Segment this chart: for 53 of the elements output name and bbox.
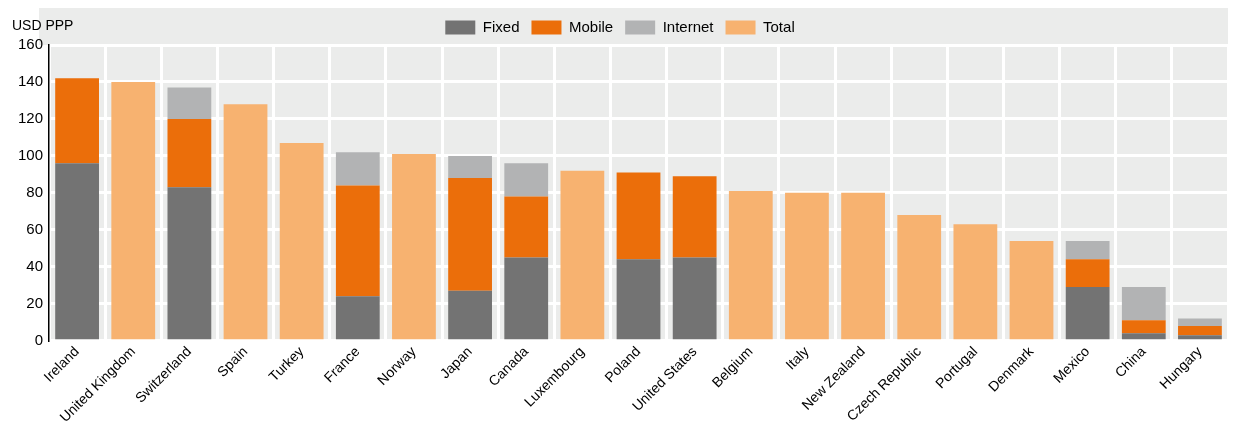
bar — [616, 259, 661, 340]
bar — [560, 170, 605, 340]
bar — [672, 176, 717, 258]
y-axis-title: USD PPP — [12, 16, 74, 33]
bar — [785, 192, 829, 340]
y-tick-label: 0 — [34, 330, 44, 348]
bar — [1178, 318, 1222, 326]
bar — [1065, 240, 1110, 260]
y-tick-label: 80 — [26, 182, 44, 200]
bar — [1065, 287, 1110, 340]
bar — [223, 104, 268, 340]
bar — [55, 78, 99, 164]
y-tick-label: 20 — [26, 293, 44, 311]
bar — [111, 81, 156, 340]
bar — [504, 163, 549, 197]
bar — [672, 257, 717, 340]
bar — [335, 152, 380, 186]
bar — [392, 154, 436, 340]
bar — [897, 215, 942, 340]
bar — [167, 187, 212, 340]
bar — [504, 257, 549, 340]
bar — [504, 196, 549, 258]
bar — [728, 190, 773, 340]
legend-label: Internet — [662, 17, 715, 35]
y-tick-label: 160 — [18, 35, 44, 53]
bar — [448, 290, 492, 340]
y-tick-label: 140 — [18, 72, 44, 90]
y-tick-label: 40 — [26, 256, 44, 274]
bar — [1121, 287, 1166, 321]
bar — [448, 178, 492, 291]
y-tick-label: 60 — [26, 219, 44, 237]
y-tick-label: 100 — [18, 146, 44, 164]
bar — [1121, 320, 1166, 334]
bar — [1009, 240, 1054, 340]
legend-label: Fixed — [482, 17, 520, 35]
legend-label: Total — [763, 17, 795, 35]
x-tick-label: Italy — [782, 343, 812, 373]
bar — [448, 155, 492, 179]
bar — [1178, 335, 1222, 340]
bar — [1178, 325, 1222, 336]
bar — [1065, 259, 1110, 288]
bar — [335, 185, 380, 297]
bar — [335, 296, 380, 340]
bar — [616, 172, 661, 260]
bar — [841, 192, 885, 340]
y-tick-label: 120 — [18, 109, 44, 127]
bar — [953, 224, 998, 340]
bar — [167, 87, 212, 119]
bar — [279, 142, 324, 340]
bar — [55, 163, 99, 340]
legend-label: Mobile — [568, 17, 614, 35]
bar — [167, 118, 212, 188]
bar — [1121, 333, 1166, 340]
